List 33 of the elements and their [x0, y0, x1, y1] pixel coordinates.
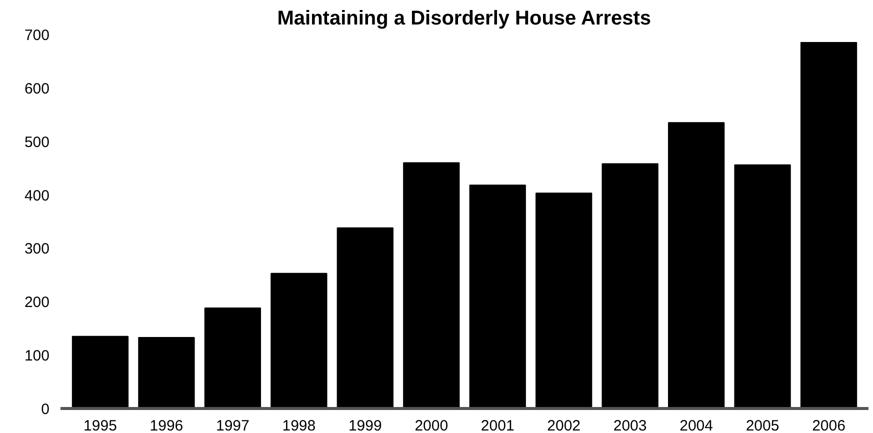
- y-tick-label: 300: [24, 240, 50, 258]
- bar: [668, 122, 725, 408]
- y-tick-label: 0: [41, 401, 50, 418]
- y-tick-label: 600: [24, 80, 50, 98]
- x-tick-label: 1995: [84, 418, 117, 433]
- bar: [72, 336, 129, 408]
- bar: [403, 162, 460, 408]
- x-tick-label: 1998: [282, 418, 316, 433]
- bar: [734, 164, 791, 408]
- y-tick-label: 500: [24, 134, 50, 151]
- x-tick-label: 2005: [746, 418, 780, 433]
- y-tick-label: 700: [24, 27, 50, 44]
- x-tick-label: 2006: [812, 418, 846, 433]
- x-tick-label: 1997: [216, 418, 250, 433]
- x-tick-label: 2003: [613, 418, 647, 433]
- x-tick-label: 2001: [480, 418, 514, 433]
- bar: [469, 184, 526, 408]
- bar: [138, 336, 195, 408]
- y-tick-label: 100: [24, 348, 50, 365]
- x-tick-label: 1996: [150, 418, 184, 433]
- bar: [336, 227, 394, 408]
- bar: [204, 308, 262, 408]
- x-tick-label: 2000: [414, 418, 448, 433]
- bar: [602, 163, 658, 408]
- bar: [536, 192, 592, 408]
- y-tick-label: 400: [24, 187, 50, 204]
- x-tick-label: 2002: [547, 418, 581, 433]
- bar: [800, 42, 858, 408]
- bar: [270, 272, 328, 408]
- x-tick-label: 2004: [680, 418, 713, 433]
- x-tick-label: 1999: [348, 418, 382, 433]
- chart-title: Maintaining a Disorderly House Arrests: [277, 8, 652, 30]
- y-tick-label: 200: [24, 294, 50, 312]
